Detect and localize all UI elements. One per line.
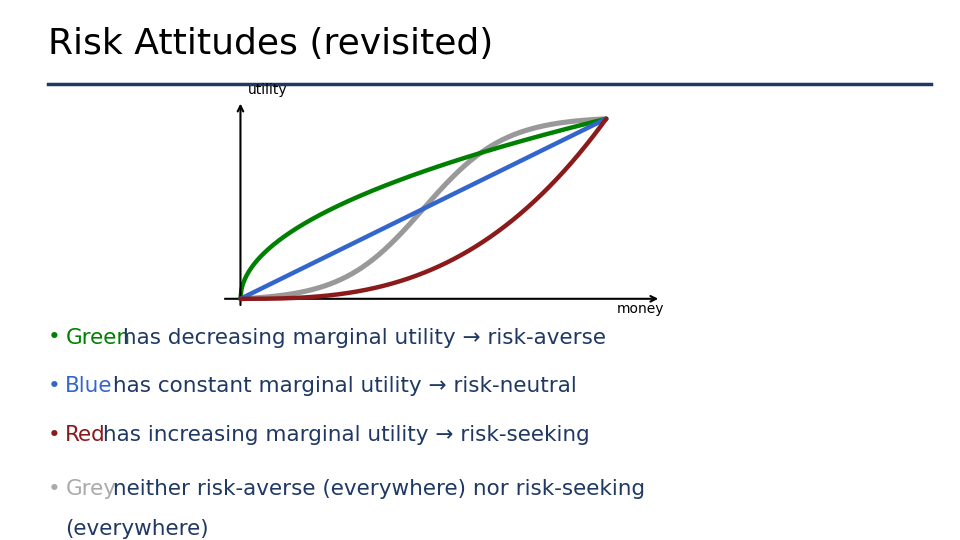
Text: •: • [48, 327, 60, 348]
Text: Grey: Grey [65, 478, 116, 499]
Text: has increasing marginal utility → risk-seeking: has increasing marginal utility → risk-s… [96, 424, 589, 445]
Text: utility: utility [248, 83, 287, 97]
Text: Red: Red [65, 424, 106, 445]
Text: •: • [48, 424, 60, 445]
Text: has decreasing marginal utility → risk-averse: has decreasing marginal utility → risk-a… [116, 327, 606, 348]
Text: (everywhere): (everywhere) [65, 519, 209, 539]
Text: money: money [617, 302, 664, 316]
Text: •: • [48, 478, 60, 499]
Text: neither risk-averse (everywhere) nor risk-seeking: neither risk-averse (everywhere) nor ris… [106, 478, 645, 499]
Text: Risk Attitudes (revisited): Risk Attitudes (revisited) [48, 27, 493, 61]
Text: Green: Green [65, 327, 131, 348]
Text: has constant marginal utility → risk-neutral: has constant marginal utility → risk-neu… [106, 376, 576, 396]
Text: •: • [48, 376, 60, 396]
Text: Blue: Blue [65, 376, 112, 396]
